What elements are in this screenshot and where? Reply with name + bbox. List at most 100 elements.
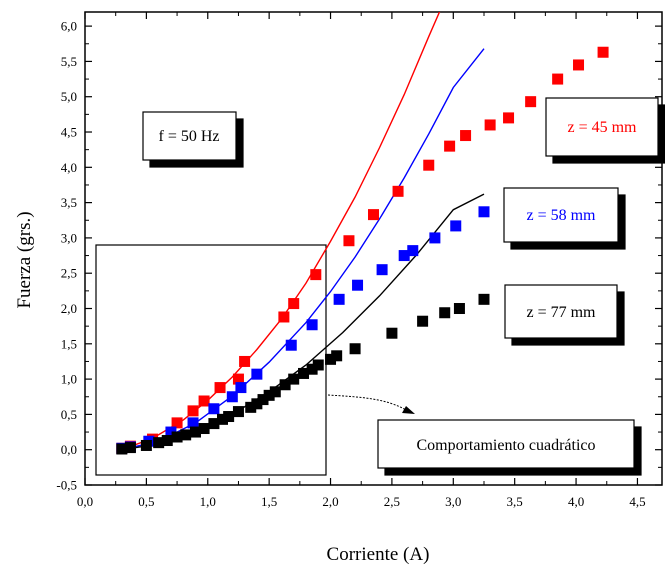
y-tick-label: 0,0	[61, 442, 77, 457]
legend-box-z77: z = 77 mm	[504, 284, 618, 339]
legend-box-z45: z = 45 mm	[545, 97, 659, 157]
data-point-series-0	[198, 395, 210, 407]
data-point-series-2	[208, 418, 220, 430]
data-point-series-1	[187, 417, 199, 429]
fit-curve-series-1	[121, 48, 485, 451]
callout-label-box: Comportamiento cuadrático	[377, 419, 635, 469]
data-point-series-0	[343, 235, 355, 247]
x-axis: 0,0 0,5 1,0 1,5 2,0 2,5 3,0 3,5 4,0 4,5	[77, 12, 646, 509]
data-point-series-2	[263, 389, 275, 401]
data-point-series-2	[349, 343, 361, 355]
data-point-series-2	[288, 373, 300, 385]
data-point-series-0	[368, 209, 379, 221]
data-point-series-0	[503, 112, 515, 124]
data-point-series-2	[298, 367, 310, 379]
data-point-series-2	[325, 353, 337, 365]
data-point-series-2	[216, 413, 228, 425]
data-point-series-1	[407, 245, 419, 257]
y-tick-label: 3,0	[61, 230, 77, 245]
data-point-series-0	[288, 298, 300, 310]
x-tick-label: 1,0	[200, 494, 216, 509]
freq-label-box: f = 50 Hz	[142, 111, 237, 161]
x-tick-label: 0,5	[138, 494, 154, 509]
data-point-series-2	[417, 315, 429, 327]
plot-frame	[84, 11, 663, 486]
data-point-series-1	[235, 382, 247, 394]
data-point-series-1	[285, 339, 297, 351]
data-point-series-0	[573, 59, 585, 71]
y-tick-label: 4,0	[61, 160, 77, 175]
data-point-series-2	[478, 293, 490, 305]
y-axis-title: Fuerza (grs.)	[14, 211, 35, 308]
x-tick-label: 0,0	[77, 494, 93, 509]
y-tick-label: 5,5	[61, 54, 77, 69]
y-tick-label: 2,0	[61, 301, 77, 316]
freq-label: f = 50 Hz	[158, 128, 219, 145]
data-point-series-2	[306, 363, 318, 375]
data-point-series-2	[245, 401, 257, 413]
data-point-series-0	[423, 159, 435, 171]
y-tick-label: 1,5	[61, 336, 77, 351]
data-point-series-0	[278, 311, 290, 323]
data-point-series-1	[165, 426, 177, 438]
data-point-series-2	[251, 398, 263, 410]
data-point-series-0	[187, 405, 199, 417]
data-point-series-0	[597, 46, 609, 58]
data-point-series-2	[331, 350, 343, 362]
data-point-series-0	[460, 130, 472, 142]
x-tick-label: 1,5	[261, 494, 277, 509]
data-point-series-2	[269, 386, 281, 398]
quadratic-zone-box	[95, 244, 327, 476]
data-point-series-0	[214, 382, 226, 394]
y-tick-label: 4,5	[61, 125, 77, 140]
data-point-series-2	[140, 439, 152, 451]
data-point-series-1	[333, 293, 345, 305]
data-point-series-2	[161, 435, 173, 447]
y-tick-label: 6,0	[61, 19, 77, 34]
data-point-series-1	[226, 391, 238, 403]
y-axis: -0,5 0,0 0,5 1,0 1,5 2,0 2,5 3,0 3,5 4,0 4,5 5,0 5,5…	[56, 19, 662, 493]
x-axis-title: Corriente (A)	[327, 544, 430, 565]
data-point-series-0	[552, 73, 564, 85]
data-point-series-2	[257, 394, 269, 406]
x-tick-label: 4,0	[568, 494, 584, 509]
data-point-series-0	[392, 185, 404, 197]
x-tick-label: 3,5	[507, 494, 523, 509]
data-point-series-1	[208, 403, 220, 415]
y-tick-label: 5,0	[61, 89, 77, 104]
data-point-series-0	[525, 96, 537, 108]
data-point-series-0	[232, 373, 244, 385]
legend-label-z58: z = 58 mm	[526, 207, 596, 224]
data-point-series-1	[251, 368, 263, 380]
data-point-series-1	[306, 319, 318, 331]
legend-label-z45: z = 45 mm	[567, 119, 637, 136]
data-point-series-1	[478, 206, 490, 218]
legend-box-z58: z = 58 mm	[503, 187, 619, 243]
y-tick-label: 3,5	[61, 195, 77, 210]
y-tick-label: 1,0	[61, 372, 77, 387]
x-tick-label: 3,0	[445, 494, 461, 509]
data-point-series-0	[239, 355, 251, 367]
data-point-series-1	[450, 220, 462, 232]
callout-label: Comportamiento cuadrático	[416, 437, 595, 454]
data-point-series-2	[232, 406, 244, 418]
fit-curves	[121, 12, 485, 451]
callout-arrowhead	[402, 406, 415, 414]
legend-label-z77: z = 77 mm	[526, 304, 596, 321]
data-point-series-2	[386, 327, 398, 339]
data-point-series-2	[439, 307, 451, 319]
data-point-series-2	[453, 303, 465, 315]
data-point-series-1	[429, 232, 441, 244]
x-tick-label: 2,0	[322, 494, 338, 509]
data-point-series-2	[124, 442, 136, 454]
data-point-series-1	[376, 264, 388, 276]
data-point-series-2	[312, 359, 324, 371]
callout-arrow	[327, 394, 407, 411]
data-point-series-2	[189, 426, 201, 438]
x-tick-label: 4,5	[629, 494, 645, 509]
y-tick-label: 0,5	[61, 407, 77, 422]
data-point-series-1	[352, 279, 364, 291]
data-point-series-2	[279, 379, 291, 391]
